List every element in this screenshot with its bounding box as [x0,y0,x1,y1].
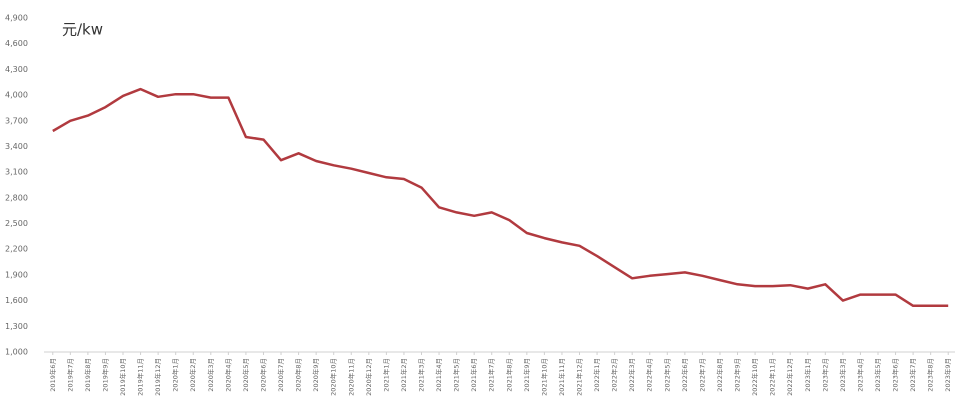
x-tick-label: 2019年12月 [153,358,162,396]
x-tick-label: 2020年1月 [171,358,180,392]
x-tick-label: 2022年5月 [662,358,671,392]
x-tick-label: 2023年9月 [943,358,952,392]
y-tick-label: 2,800 [5,193,28,202]
x-tick-label: 2019年11月 [136,358,145,396]
x-tick-label: 2020年12月 [364,358,373,396]
x-tick-label: 2020年3月 [206,358,215,392]
x-tick-label: 2021年2月 [399,358,408,392]
x-tick-label: 2020年9月 [311,358,320,392]
x-tick-label: 2022年9月 [733,358,742,392]
x-tick-label: 2022年7月 [697,358,706,392]
x-tick-label: 2023年2月 [820,358,829,392]
x-tick-label: 2019年7月 [65,358,74,392]
x-tick-label: 2021年10月 [539,358,548,396]
x-tick-label: 2023年3月 [838,358,847,392]
y-tick-label: 1,900 [5,270,28,279]
x-tick-label: 2020年7月 [276,358,285,392]
y-tick-label: 4,000 [5,91,28,100]
x-tick-label: 2020年11月 [346,358,355,396]
x-tick-label: 2023年5月 [873,358,882,392]
x-tick-label: 2019年10月 [118,358,127,396]
x-tick-label: 2023年8月 [926,358,935,392]
x-tick-label: 2022年4月 [645,358,654,392]
unit-annotation: 元/kw [62,21,103,39]
x-tick-label: 2021年6月 [469,358,478,392]
x-tick-label: 2022年3月 [627,358,636,392]
x-tick-label: 2021年3月 [416,358,425,392]
x-tick-label: 2020年8月 [294,358,303,392]
x-tick-label: 2022年2月 [610,358,619,392]
x-tick-label: 2021年9月 [522,358,531,392]
y-tick-label: 4,300 [5,65,28,74]
data-line [52,87,949,308]
x-tick-label: 2020年6月 [258,358,267,392]
y-tick-label: 1,000 [5,348,28,357]
y-tick-label: 3,700 [5,116,28,125]
y-tick-label: 2,500 [5,219,28,228]
y-tick-label: 1,600 [5,296,28,305]
x-tick-label: 2021年8月 [504,358,513,392]
x-tick-label: 2020年10月 [329,358,338,396]
y-tick-label: 1,300 [5,322,28,331]
x-tick-label: 2022年1月 [592,358,601,392]
x-tick-label: 2021年7月 [487,358,496,392]
y-tick-label: 2,200 [5,245,28,254]
x-tick-label: 2019年9月 [100,358,109,392]
x-tick-label: 2021年1月 [381,358,390,392]
x-tick-label: 2020年5月 [241,358,250,392]
x-tick-label: 2021年11月 [557,358,566,396]
x-tick-label: 2023年4月 [855,358,864,392]
x-tick-label: 2022年8月 [715,358,724,392]
x-tick-label: 2022年12月 [785,358,794,396]
x-tick-label: 2021年4月 [434,358,443,392]
x-tick-label: 2021年12月 [575,358,584,396]
x-tick-label: 2023年1月 [803,358,812,392]
y-tick-label: 4,600 [5,39,28,48]
y-tick-label: 3,400 [5,142,28,151]
x-tick-label: 2019年8月 [83,358,92,392]
x-tick-label: 2022年11月 [768,358,777,396]
x-tick-label: 2019年6月 [48,358,57,392]
x-tick-label: 2023年7月 [908,358,917,392]
x-tick-label: 2023年6月 [891,358,900,392]
x-tick-label: 2021年5月 [452,358,461,392]
x-tick-label: 2020年2月 [188,358,197,392]
x-tick-label: 2022年10月 [750,358,759,396]
x-tick-label: 2022年6月 [680,358,689,392]
y-tick-label: 3,100 [5,168,28,177]
y-tick-label: 4,900 [5,14,28,23]
x-tick-label: 2020年4月 [223,358,232,392]
